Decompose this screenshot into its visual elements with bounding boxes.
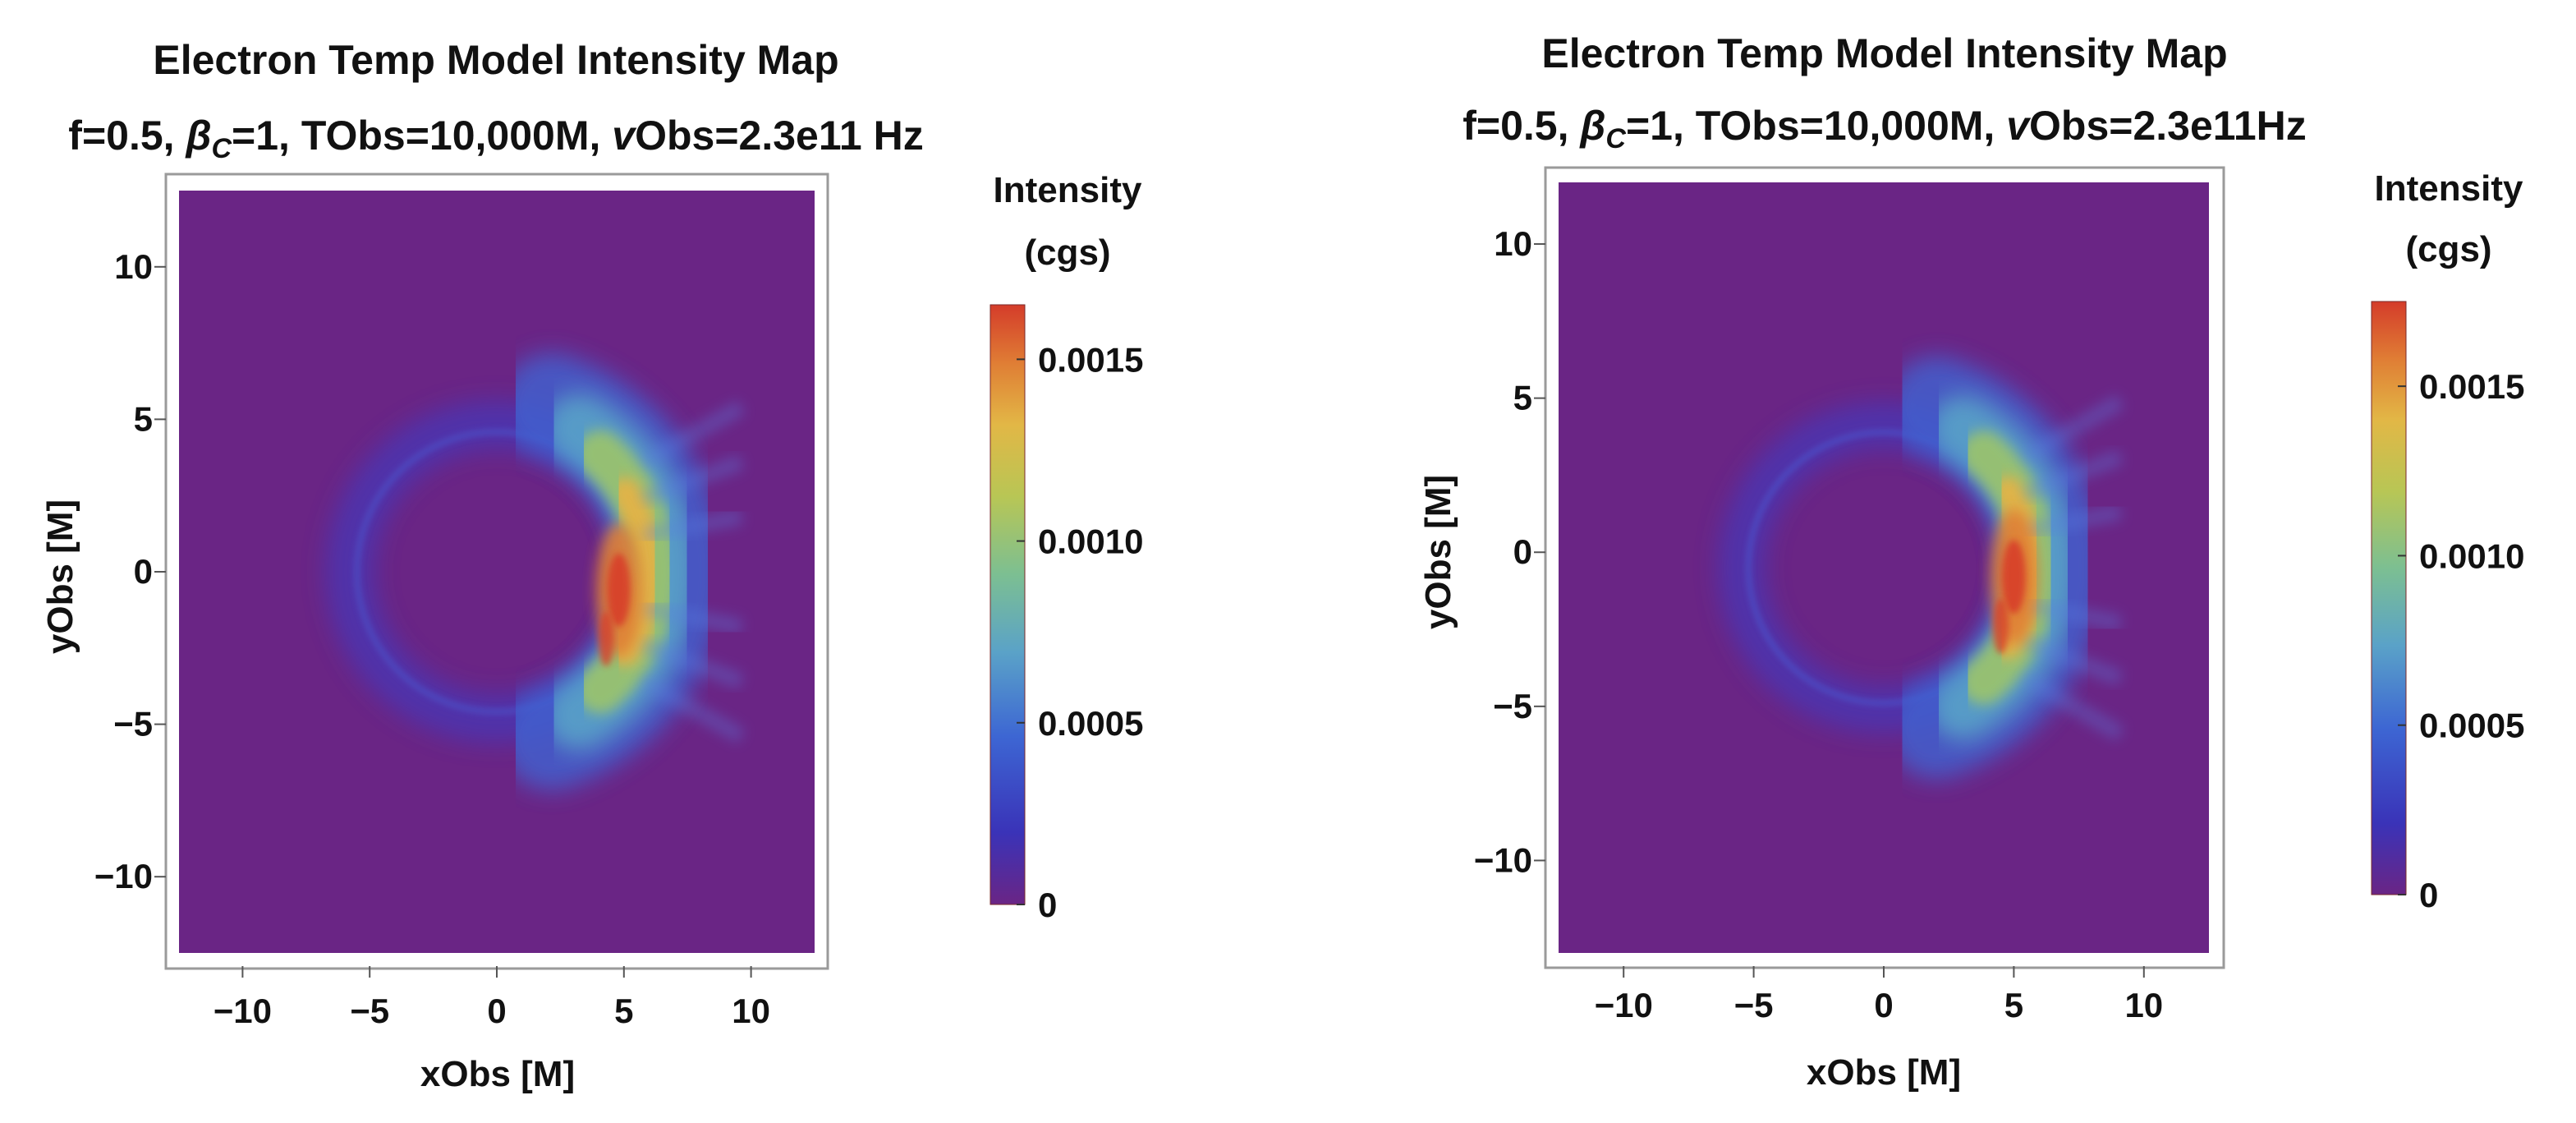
chart-left-xticks: −10 −5 0 5 10 — [214, 966, 770, 1030]
chart-left-colorbar-bar — [990, 304, 1026, 905]
colorbar-tick-label: 0.0010 — [1038, 522, 1143, 561]
x-tick-label: 0 — [487, 992, 506, 1030]
colorbar-tick-label: 0 — [2419, 876, 2438, 914]
y-tick-label: −10 — [94, 857, 153, 895]
heatmap-wisp — [641, 454, 745, 506]
x-tick-label: −10 — [1595, 986, 1653, 1024]
heatmap-peak-secondary — [1993, 598, 2009, 655]
x-tick-label: 10 — [2124, 986, 2163, 1024]
y-tick-label: 0 — [134, 552, 153, 591]
chart-left-heatmap — [179, 191, 815, 953]
y-tick-label: 0 — [1513, 532, 1532, 571]
heatmap-wisp — [2022, 671, 2125, 741]
heatmap-peak — [607, 553, 631, 627]
y-tick-label: 10 — [114, 247, 153, 286]
chart-right-colorbar-label-2: (cgs) — [2405, 229, 2491, 269]
y-tick-label: 10 — [1494, 224, 1532, 263]
y-tick-label: 5 — [134, 399, 153, 438]
chart-right-ylabel: yObs [M] — [1418, 475, 1458, 629]
chart-right-colorbar-bar — [2371, 301, 2407, 895]
heatmap-wisp — [2023, 634, 2124, 686]
x-tick-label: 5 — [614, 992, 633, 1030]
chart-right-colorbar-ticks: 0 0.0005 0.0010 0.0015 — [2398, 367, 2524, 914]
heatmap-wisp — [642, 601, 743, 634]
heatmap-wisp — [2022, 394, 2125, 464]
x-tick-label: 0 — [1874, 986, 1893, 1024]
chart-left-title: Electron Temp Model Intensity Map — [153, 37, 838, 83]
heatmap-peak-secondary — [598, 611, 614, 667]
chart-left-ylabel: yObs [M] — [40, 499, 80, 654]
heatmap-wisp — [640, 400, 746, 469]
x-tick-label: −10 — [214, 992, 272, 1030]
chart-right-xticks: −10 −5 0 5 10 — [1595, 966, 2163, 1024]
y-tick-label: −10 — [1474, 840, 1532, 879]
colorbar-tick-label: 0.0010 — [2419, 536, 2524, 575]
chart-right-title: Electron Temp Model Intensity Map — [1541, 30, 2227, 76]
chart-left-colorbar-label-1: Intensity — [994, 170, 1142, 210]
chart-right-xlabel: xObs [M] — [1807, 1052, 1961, 1093]
chart-right-colorbar: Intensity (cgs) 0 0.0005 0.0010 0.0015 — [2371, 168, 2524, 914]
chart-left-xlabel: xObs [M] — [420, 1054, 575, 1094]
heatmap-wisp — [641, 637, 745, 689]
chart-right-colorbar-label-1: Intensity — [2375, 168, 2523, 209]
x-tick-label: −5 — [350, 992, 389, 1030]
x-tick-label: 5 — [2004, 986, 2023, 1024]
colorbar-tick-label: 0.0015 — [2419, 367, 2524, 406]
chart-right-yticks: −10 −5 0 5 10 — [1474, 224, 1545, 879]
chart-left-colorbar-ticks: 0 0.0005 0.0010 0.0015 — [1017, 340, 1143, 924]
chart-left-colorbar-label-2: (cgs) — [1024, 232, 1110, 273]
heatmap-wisp — [640, 674, 746, 743]
colorbar-tick-label: 0.0005 — [2419, 706, 2524, 745]
chart-left-yticks: −10 −5 0 5 10 — [94, 247, 166, 895]
heatmap-wisp — [642, 509, 743, 543]
chart-right-heatmap — [1559, 182, 2209, 953]
y-tick-label: 5 — [1513, 379, 1532, 417]
chart-left: Electron Temp Model Intensity Map f=0.5,… — [40, 37, 1143, 1094]
colorbar-tick-label: 0.0015 — [1038, 340, 1143, 379]
colorbar-tick-label: 0.0005 — [1038, 704, 1143, 743]
colorbar-tick-label: 0 — [1038, 886, 1057, 924]
heatmap-wisp — [2024, 504, 2123, 539]
chart-right: Electron Temp Model Intensity Map f=0.5,… — [1418, 30, 2524, 1093]
x-tick-label: −5 — [1734, 986, 1774, 1024]
heatmap-wisp — [2023, 449, 2124, 501]
chart-left-subtitle: f=0.5, βC=1, TObs=10,000M, vObs=2.3e11 H… — [68, 113, 923, 164]
heatmap-peak — [2002, 540, 2026, 614]
y-tick-label: −5 — [1493, 687, 1532, 725]
heatmap-wisp — [2024, 596, 2123, 631]
x-tick-label: 10 — [732, 992, 770, 1030]
y-tick-label: −5 — [113, 705, 153, 743]
chart-right-subtitle: f=0.5, βC=1, TObs=10,000M, vObs=2.3e11Hz — [1462, 103, 2307, 154]
chart-left-colorbar: Intensity (cgs) 0 0.0005 0.0010 0.0015 — [990, 170, 1143, 924]
